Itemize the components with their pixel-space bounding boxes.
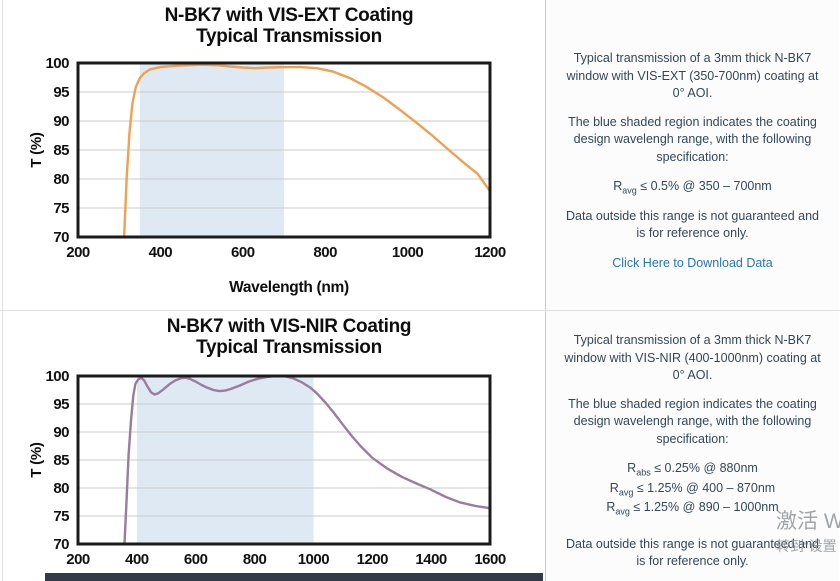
- chart-title-vis-ext: N-BK7 with VIS-EXT Coating Typical Trans…: [34, 5, 544, 47]
- x-tick-label: 200: [66, 244, 90, 261]
- y-axis-title: T (%): [28, 442, 45, 478]
- windows-activation-watermark-line1: 激活 W: [776, 510, 840, 533]
- x-tick-label: 400: [125, 551, 149, 568]
- transmission-curve: [122, 63, 491, 237]
- x-tick-label: 1000: [392, 244, 424, 261]
- y-tick-label: 95: [53, 396, 69, 413]
- y-tick-label: 100: [45, 55, 69, 72]
- windows-activation-watermark-line2: 转到“设置: [776, 538, 837, 554]
- chart-title-vis-nir: N-BK7 with VIS-NIR Coating Typical Trans…: [34, 316, 544, 358]
- x-tick-label: 600: [231, 244, 255, 261]
- y-tick-label: 95: [53, 84, 69, 101]
- info-panel-vis-nir: Typical transmission of a 3mm thick N-BK…: [546, 311, 839, 581]
- left-border: [2, 0, 3, 581]
- info-paragraph-shaded-region: The blue shaded region indicates the coa…: [568, 114, 817, 164]
- spec-lines: Ravg ≤ 0.5% @ 350 – 700nm: [564, 178, 821, 197]
- chart-title-line2: Typical Transmission: [196, 337, 382, 358]
- x-tick-label: 600: [184, 551, 208, 568]
- y-tick-label: 100: [45, 368, 69, 385]
- plot-border: [76, 374, 492, 546]
- info-panel-vis-ext: Typical transmission of a 3mm thick N-BK…: [546, 0, 839, 310]
- spec-lines: Rabs ≤ 0.25% @ 880nm Ravg ≤ 1.25% @ 400 …: [564, 460, 821, 518]
- cell-divider: [545, 0, 546, 581]
- y-tick-label: 75: [53, 200, 69, 217]
- chart-title-line2: Typical Transmission: [196, 26, 382, 47]
- y-tick-label: 75: [53, 508, 69, 525]
- x-tick-label: 200: [66, 551, 90, 568]
- plot-border: [76, 61, 492, 239]
- chart-title-line1: N-BK7 with VIS-NIR Coating: [166, 316, 412, 337]
- spec-line: Ravg ≤ 1.25% @ 890 – 1000nm: [606, 500, 779, 517]
- spec-line: Ravg ≤ 1.25% @ 400 – 870nm: [609, 480, 776, 498]
- cropped-next-section-bar: [45, 573, 543, 581]
- info-paragraph-description: Typical transmission of a 3mm thick N-BK…: [564, 333, 821, 382]
- spec-line: Ravg ≤ 0.5% @ 350 – 700nm: [613, 179, 772, 196]
- y-tick-label: 85: [53, 452, 69, 469]
- info-paragraph-shaded-region: The blue shaded region indicates the coa…: [568, 396, 817, 446]
- transmission-chart-vis-nir: 70 75 80 85 90 95 100 200 400 600 800 1000 1200 1400 1…: [45, 368, 506, 568]
- transmission-curve: [123, 374, 491, 544]
- row-divider: [0, 310, 840, 311]
- y-tick-label: 90: [53, 113, 69, 130]
- y-tick-label: 80: [53, 171, 69, 188]
- y-tick-label: 80: [53, 480, 69, 497]
- x-tick-label: 1600: [474, 551, 506, 568]
- x-axis-title: Wavelength (nm): [229, 279, 349, 296]
- x-tick-label: 400: [149, 244, 173, 261]
- y-tick-label: 85: [53, 142, 69, 159]
- y-tick-label: 70: [53, 536, 69, 553]
- info-paragraph-disclaimer: Data outside this range is not guarantee…: [566, 208, 819, 241]
- y-axis-title: T (%): [28, 132, 45, 168]
- x-tick-label: 1200: [357, 551, 389, 568]
- download-data-link[interactable]: Click Here to Download Data: [612, 255, 773, 270]
- y-tick-label: 90: [53, 424, 69, 441]
- x-tick-label: 800: [243, 551, 267, 568]
- x-tick-label: 1000: [298, 551, 330, 568]
- info-paragraph-description: Typical transmission of a 3mm thick N-BK…: [566, 51, 819, 100]
- spec-line: Rabs ≤ 0.25% @ 880nm: [627, 461, 758, 478]
- x-tick-label: 1200: [474, 244, 506, 261]
- chart-title-line1: N-BK7 with VIS-EXT Coating: [164, 5, 414, 26]
- x-tick-label: 1400: [415, 551, 447, 568]
- x-tick-label: 800: [313, 244, 337, 261]
- y-tick-label: 70: [53, 229, 69, 246]
- transmission-chart-vis-ext: 70 75 80 85 90 95 100 200 400 600 800 1000 1200: [45, 55, 506, 261]
- info-paragraph-disclaimer: Data outside this range is not guarantee…: [566, 536, 819, 569]
